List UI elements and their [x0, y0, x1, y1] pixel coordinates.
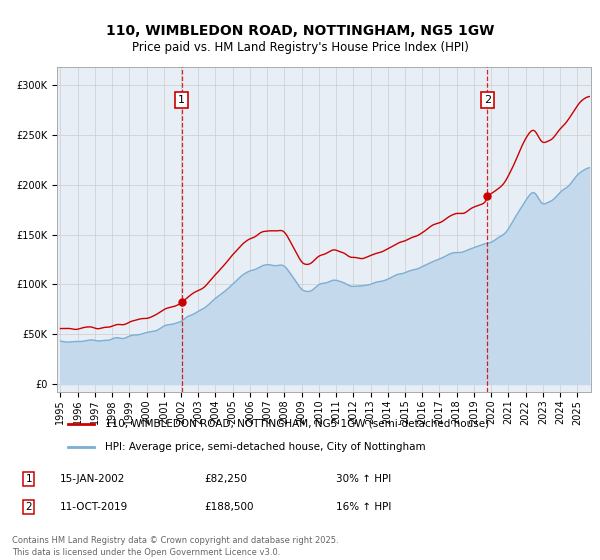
Text: 2: 2 — [484, 95, 491, 105]
Text: 16% ↑ HPI: 16% ↑ HPI — [336, 502, 391, 512]
Text: 110, WIMBLEDON ROAD, NOTTINGHAM, NG5 1GW (semi-detached house): 110, WIMBLEDON ROAD, NOTTINGHAM, NG5 1GW… — [105, 419, 489, 429]
Text: £188,500: £188,500 — [204, 502, 254, 512]
Text: 11-OCT-2019: 11-OCT-2019 — [60, 502, 128, 512]
Text: 1: 1 — [178, 95, 185, 105]
Text: Price paid vs. HM Land Registry's House Price Index (HPI): Price paid vs. HM Land Registry's House … — [131, 41, 469, 54]
Text: 110, WIMBLEDON ROAD, NOTTINGHAM, NG5 1GW: 110, WIMBLEDON ROAD, NOTTINGHAM, NG5 1GW — [106, 24, 494, 38]
Text: HPI: Average price, semi-detached house, City of Nottingham: HPI: Average price, semi-detached house,… — [105, 442, 425, 452]
Text: £82,250: £82,250 — [204, 474, 247, 484]
Text: 30% ↑ HPI: 30% ↑ HPI — [336, 474, 391, 484]
Text: 2: 2 — [25, 502, 32, 512]
Text: 15-JAN-2002: 15-JAN-2002 — [60, 474, 125, 484]
Text: Contains HM Land Registry data © Crown copyright and database right 2025.
This d: Contains HM Land Registry data © Crown c… — [12, 536, 338, 557]
Text: 1: 1 — [25, 474, 32, 484]
